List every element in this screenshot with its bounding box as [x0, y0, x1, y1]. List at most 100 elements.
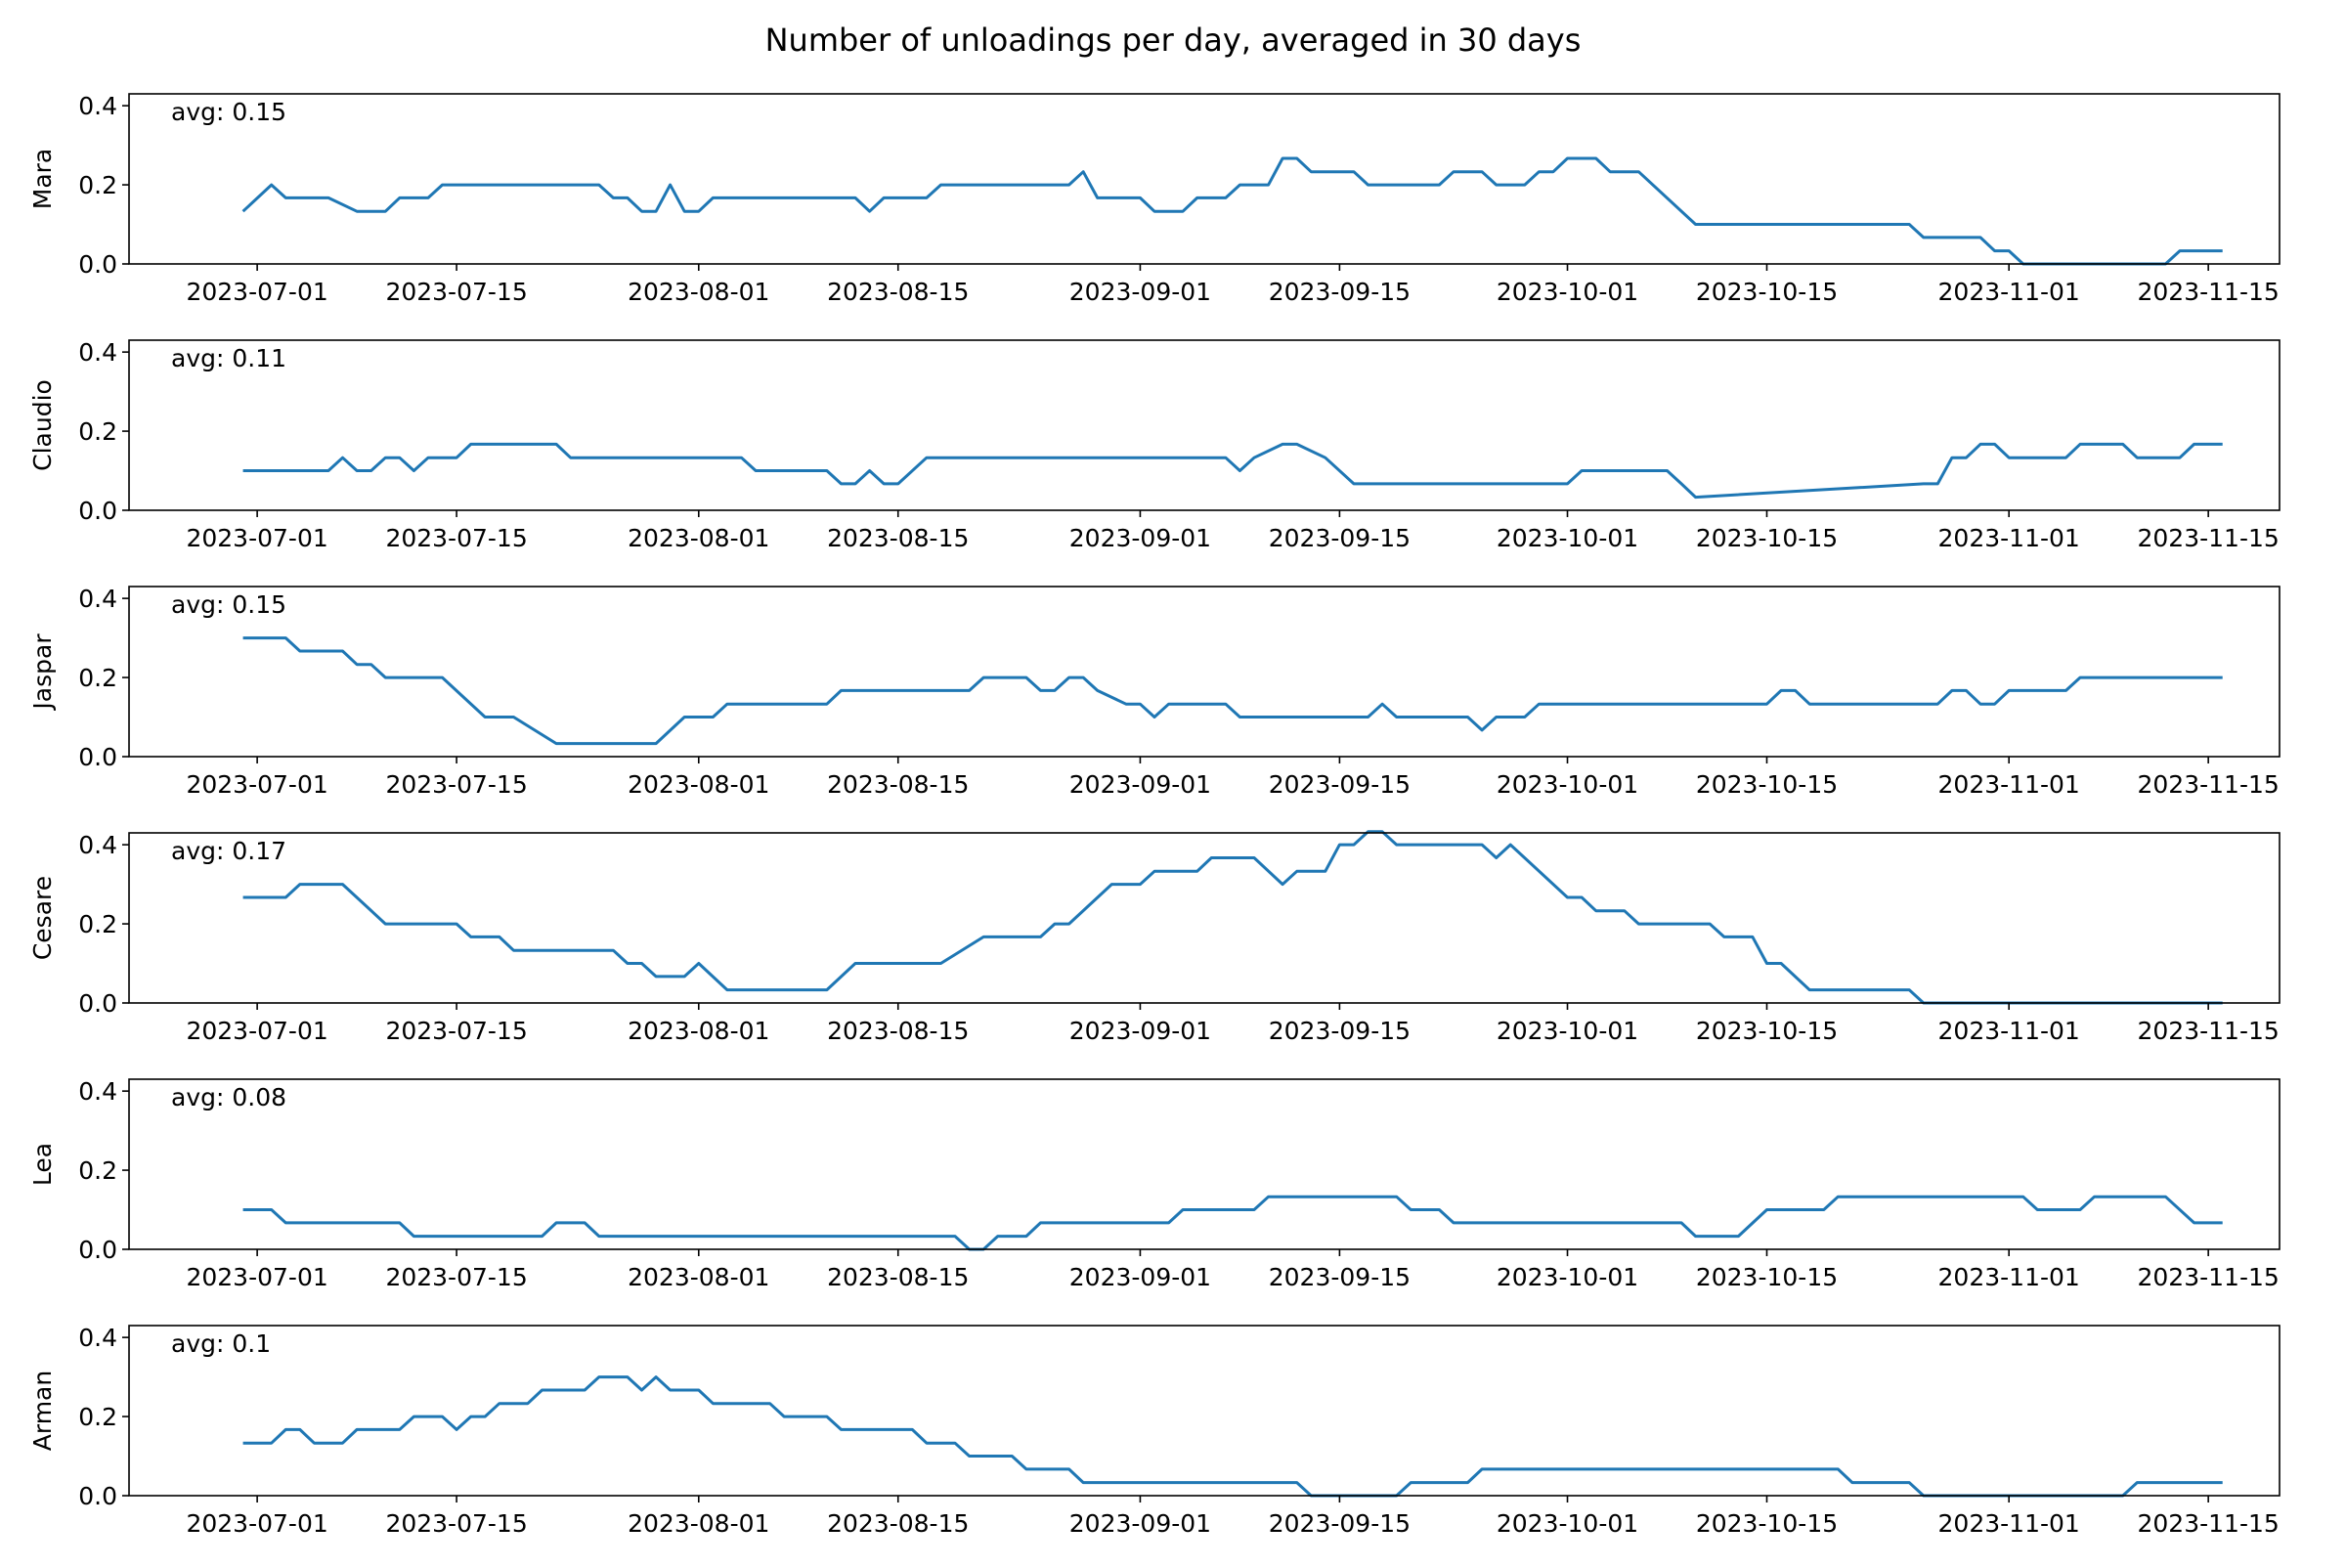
x-tick-label: 2023-10-15: [1696, 1017, 1838, 1045]
avg-annotation: avg: 0.17: [171, 837, 286, 865]
axes-frame: [128, 1078, 2281, 1250]
y-axis-label: Lea: [28, 1143, 57, 1186]
x-tick-label: 2023-07-15: [385, 278, 527, 306]
x-tick-label: 2023-10-15: [1696, 1509, 1838, 1538]
x-tick-label: 2023-09-01: [1069, 1509, 1211, 1538]
y-tick-label: 0.4: [78, 1077, 117, 1106]
x-tick-label: 2023-07-01: [186, 278, 327, 306]
x-tick-label: 2023-10-15: [1696, 524, 1838, 552]
axes-frame: [128, 832, 2281, 1004]
y-tick-label: 0.0: [78, 1482, 117, 1510]
x-tick-label: 2023-08-01: [628, 770, 769, 799]
x-tick-label: 2023-08-15: [827, 278, 969, 306]
x-tick-label: 2023-11-01: [1938, 524, 2080, 552]
x-tick-label: 2023-08-01: [628, 1017, 769, 1045]
x-tick-label: 2023-07-15: [385, 1017, 527, 1045]
axes-frame: [128, 93, 2281, 265]
y-tick-label: 0.2: [78, 910, 117, 938]
y-tick-label: 0.2: [78, 1403, 117, 1431]
y-tick-label: 0.4: [78, 1324, 117, 1352]
x-tick-label: 2023-08-01: [628, 278, 769, 306]
y-tick-label: 0.4: [78, 585, 117, 613]
x-tick-label: 2023-08-01: [628, 524, 769, 552]
x-tick-label: 2023-08-15: [827, 770, 969, 799]
x-tick-label: 2023-10-01: [1497, 524, 1638, 552]
x-tick-label: 2023-08-15: [827, 1017, 969, 1045]
y-tick-label: 0.4: [78, 831, 117, 859]
x-tick-label: 2023-11-01: [1938, 1509, 2080, 1538]
series-line-jaspar: [242, 636, 2223, 746]
avg-annotation: avg: 0.11: [171, 344, 286, 372]
x-tick-label: 2023-11-01: [1938, 1017, 2080, 1045]
x-tick-label: 2023-09-15: [1269, 278, 1411, 306]
y-tick-label: 0.4: [78, 338, 117, 367]
x-tick-label: 2023-09-15: [1269, 770, 1411, 799]
x-tick-label: 2023-10-15: [1696, 770, 1838, 799]
x-tick-label: 2023-07-01: [186, 1509, 327, 1538]
x-tick-label: 2023-11-15: [2138, 1509, 2280, 1538]
x-tick-label: 2023-09-01: [1069, 1263, 1211, 1291]
x-tick-label: 2023-07-01: [186, 524, 327, 552]
avg-annotation: avg: 0.08: [171, 1083, 286, 1111]
axes-frame: [128, 339, 2281, 511]
avg-annotation: avg: 0.1: [171, 1329, 271, 1358]
y-tick-label: 0.2: [78, 171, 117, 199]
x-tick-label: 2023-10-01: [1497, 1509, 1638, 1538]
x-tick-label: 2023-10-15: [1696, 1263, 1838, 1291]
y-axis-label: Jaspar: [28, 633, 57, 712]
chart-title: Number of unloadings per day, averaged i…: [764, 22, 1582, 59]
axes-frame: [128, 586, 2281, 758]
series-line-arman: [242, 1375, 2223, 1498]
series-line-mara: [241, 156, 2223, 266]
y-tick-label: 0.4: [78, 92, 117, 120]
avg-annotation: avg: 0.15: [171, 590, 286, 619]
x-tick-label: 2023-11-01: [1938, 278, 2080, 306]
x-tick-label: 2023-09-15: [1269, 1509, 1411, 1538]
y-tick-label: 0.2: [78, 417, 117, 446]
x-tick-label: 2023-11-15: [2138, 1017, 2280, 1045]
x-tick-label: 2023-11-15: [2138, 278, 2280, 306]
y-axis-label: Claudio: [28, 379, 57, 471]
axes-frame: [128, 1325, 2281, 1497]
x-tick-label: 2023-07-15: [385, 1263, 527, 1291]
y-axis-label: Mara: [28, 149, 57, 210]
series-line-cesare: [242, 830, 2223, 1005]
y-tick-label: 0.0: [78, 1236, 117, 1264]
x-tick-label: 2023-07-15: [385, 770, 527, 799]
y-axis-label: Arman: [28, 1371, 57, 1451]
series-line-claudio: [242, 442, 2223, 500]
y-tick-label: 0.0: [78, 497, 117, 525]
x-tick-label: 2023-09-01: [1069, 524, 1211, 552]
x-tick-label: 2023-10-01: [1497, 770, 1638, 799]
x-tick-label: 2023-09-15: [1269, 1263, 1411, 1291]
x-tick-label: 2023-09-01: [1069, 278, 1211, 306]
series-line-lea: [242, 1195, 2223, 1251]
y-axis-label: Cesare: [28, 876, 57, 960]
y-tick-label: 0.0: [78, 743, 117, 771]
x-tick-label: 2023-11-01: [1938, 770, 2080, 799]
y-tick-label: 0.0: [78, 250, 117, 279]
x-tick-label: 2023-07-15: [385, 1509, 527, 1538]
y-tick-label: 0.2: [78, 664, 117, 692]
x-tick-label: 2023-09-01: [1069, 770, 1211, 799]
x-tick-label: 2023-07-01: [186, 770, 327, 799]
avg-annotation: avg: 0.15: [171, 98, 286, 126]
x-tick-label: 2023-08-15: [827, 1509, 969, 1538]
x-tick-label: 2023-11-15: [2138, 1263, 2280, 1291]
y-tick-label: 0.0: [78, 989, 117, 1018]
x-tick-label: 2023-07-01: [186, 1263, 327, 1291]
x-tick-label: 2023-09-15: [1269, 524, 1411, 552]
x-tick-label: 2023-10-01: [1497, 1263, 1638, 1291]
y-tick-label: 0.2: [78, 1156, 117, 1185]
x-tick-label: 2023-08-15: [827, 524, 969, 552]
x-tick-label: 2023-08-01: [628, 1509, 769, 1538]
x-tick-label: 2023-11-15: [2138, 524, 2280, 552]
x-tick-label: 2023-10-15: [1696, 278, 1838, 306]
x-tick-label: 2023-08-15: [827, 1263, 969, 1291]
x-tick-label: 2023-09-15: [1269, 1017, 1411, 1045]
x-tick-label: 2023-10-01: [1497, 1017, 1638, 1045]
x-tick-label: 2023-07-01: [186, 1017, 327, 1045]
x-tick-label: 2023-11-01: [1938, 1263, 2080, 1291]
